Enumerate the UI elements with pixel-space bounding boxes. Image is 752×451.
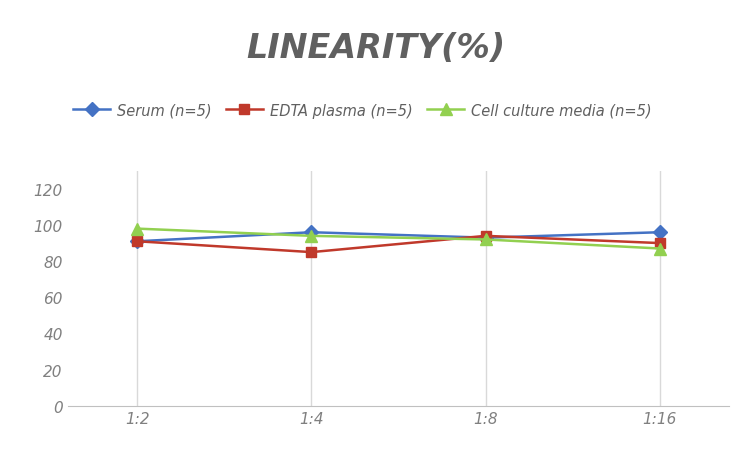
Serum (n=5)	[133, 239, 142, 244]
Serum (n=5)	[481, 235, 490, 241]
Cell culture media (n=5)	[307, 234, 316, 239]
Cell culture media (n=5)	[655, 246, 664, 252]
EDTA plasma (n=5)	[307, 250, 316, 255]
Line: Serum (n=5): Serum (n=5)	[132, 228, 665, 247]
Line: Cell culture media (n=5): Cell culture media (n=5)	[131, 223, 666, 255]
Serum (n=5)	[655, 230, 664, 235]
Cell culture media (n=5)	[133, 226, 142, 232]
EDTA plasma (n=5)	[655, 241, 664, 246]
Cell culture media (n=5)	[481, 237, 490, 243]
EDTA plasma (n=5)	[481, 234, 490, 239]
Line: EDTA plasma (n=5): EDTA plasma (n=5)	[132, 231, 665, 258]
EDTA plasma (n=5)	[133, 239, 142, 244]
Legend: Serum (n=5), EDTA plasma (n=5), Cell culture media (n=5): Serum (n=5), EDTA plasma (n=5), Cell cul…	[68, 97, 657, 124]
Serum (n=5)	[307, 230, 316, 235]
Text: LINEARITY(%): LINEARITY(%)	[247, 32, 505, 64]
